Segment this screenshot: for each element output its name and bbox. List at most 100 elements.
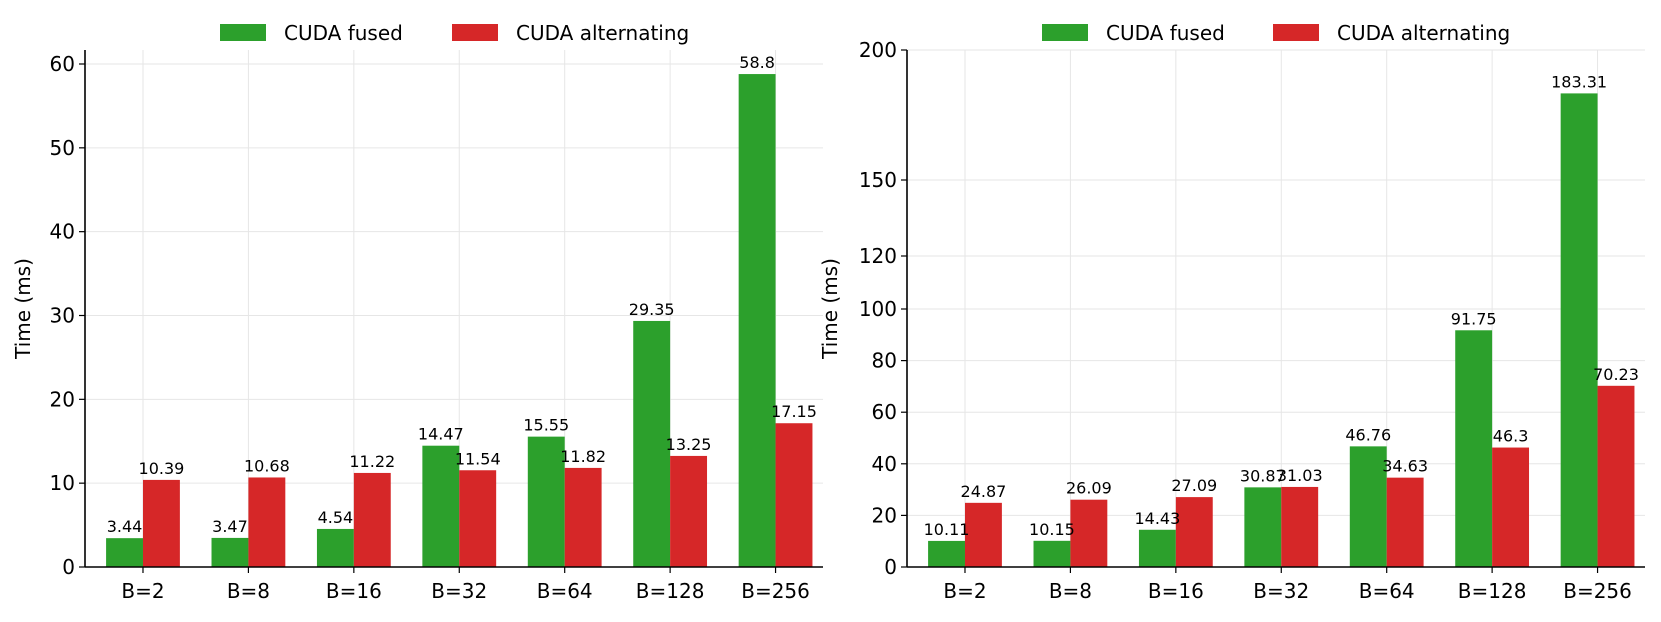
bar-alternating-B16 bbox=[353, 472, 391, 567]
x-tick-label: B=16 bbox=[1148, 579, 1204, 603]
bar-alternating-B64 bbox=[1386, 477, 1424, 567]
bar-label-fused-B64: 46.76 bbox=[1345, 425, 1391, 444]
y-tick-label: 80 bbox=[872, 349, 897, 373]
y-tick-label: 200 bbox=[859, 38, 897, 62]
bar-label-alternating-B8: 10.68 bbox=[244, 456, 290, 475]
y-tick-label: 20 bbox=[872, 503, 897, 527]
bar-fused-B256 bbox=[738, 74, 776, 567]
y-tick-label: 40 bbox=[50, 220, 75, 244]
bar-fused-B128 bbox=[633, 320, 671, 567]
bar-alternating-B2 bbox=[964, 502, 1002, 567]
chart-panel-1: 3.44 3.47 4.54 14.47 15.55 29.35 58.8 10.39 10.6… bbox=[11, 21, 823, 603]
y-tick-label: 40 bbox=[872, 452, 897, 476]
legend-swatch-fused bbox=[1042, 24, 1088, 41]
legend-label-alternating: CUDA alternating bbox=[1337, 21, 1510, 45]
bar-label-alternating-B16: 27.09 bbox=[1171, 476, 1217, 495]
legend: CUDA fused CUDA alternating bbox=[220, 21, 689, 45]
bar-alternating-B2 bbox=[142, 479, 180, 567]
x-tick-label: B=8 bbox=[1049, 579, 1092, 603]
bar-label-alternating-B256: 17.15 bbox=[771, 402, 817, 421]
y-tick-label: 150 bbox=[859, 168, 897, 192]
bar-label-fused-B2: 3.44 bbox=[107, 517, 143, 536]
bar-label-alternating-B8: 26.09 bbox=[1066, 479, 1112, 498]
x-tick-label: B=2 bbox=[121, 579, 164, 603]
y-tick-label: 120 bbox=[859, 244, 897, 268]
bar-fused-B64 bbox=[1349, 446, 1387, 567]
bar-fused-B32 bbox=[1244, 487, 1282, 567]
bar-alternating-B8 bbox=[1070, 499, 1108, 567]
bar-label-fused-B2: 10.11 bbox=[924, 520, 970, 539]
bar-label-alternating-B32: 11.54 bbox=[455, 449, 501, 468]
bar-alternating-B16 bbox=[1175, 497, 1213, 567]
legend-swatch-alternating bbox=[1273, 24, 1319, 41]
x-tick-label: B=256 bbox=[741, 579, 810, 603]
bar-alternating-B128 bbox=[670, 455, 708, 567]
bar-label-fused-B256: 183.31 bbox=[1551, 72, 1607, 91]
bar-label-fused-B8: 10.15 bbox=[1029, 520, 1075, 539]
bar-label-alternating-B64: 11.82 bbox=[560, 447, 606, 466]
bar-fused-B8 bbox=[211, 537, 249, 567]
bar-label-fused-B16: 4.54 bbox=[318, 508, 354, 527]
x-tick-label: B=128 bbox=[636, 579, 705, 603]
legend-label-fused: CUDA fused bbox=[284, 21, 403, 45]
x-tick-label: B=64 bbox=[537, 579, 593, 603]
legend-swatch-alternating bbox=[452, 24, 498, 41]
bar-label-fused-B32: 14.47 bbox=[418, 425, 464, 444]
x-tick-label: B=16 bbox=[326, 579, 382, 603]
y-tick-label: 20 bbox=[50, 387, 75, 411]
bar-fused-B256 bbox=[1560, 93, 1598, 568]
y-tick-label: 60 bbox=[50, 52, 75, 76]
bar-fused-B2 bbox=[928, 540, 965, 567]
x-tick-label: B=32 bbox=[1253, 579, 1309, 603]
bar-label-alternating-B256: 70.23 bbox=[1593, 365, 1639, 384]
bar-label-fused-B128: 91.75 bbox=[1451, 309, 1497, 328]
bar-label-fused-B16: 14.43 bbox=[1134, 509, 1180, 528]
bar-label-fused-B64: 15.55 bbox=[523, 416, 569, 435]
bar-fused-B16 bbox=[316, 528, 354, 567]
legend-label-fused: CUDA fused bbox=[1106, 21, 1225, 45]
bar-label-alternating-B128: 46.3 bbox=[1493, 427, 1529, 446]
x-tick-label: B=256 bbox=[1563, 579, 1632, 603]
bar-label-fused-B256: 58.8 bbox=[739, 53, 775, 72]
bar-label-fused-B128: 29.35 bbox=[629, 300, 675, 319]
bar-alternating-B64 bbox=[564, 467, 602, 567]
x-tick-label: B=2 bbox=[943, 579, 986, 603]
bar-alternating-B32 bbox=[1281, 486, 1319, 567]
bar-fused-B64 bbox=[527, 436, 565, 567]
bar-fused-B16 bbox=[1138, 529, 1176, 567]
y-tick-label: 10 bbox=[50, 471, 75, 495]
bar-alternating-B256 bbox=[1597, 385, 1635, 567]
x-tick-label: B=128 bbox=[1458, 579, 1527, 603]
bar-label-alternating-B64: 34.63 bbox=[1382, 457, 1428, 476]
bar-label-fused-B8: 3.47 bbox=[212, 517, 248, 536]
legend-swatch-fused bbox=[220, 24, 266, 41]
bar-label-alternating-B32: 31.03 bbox=[1277, 466, 1323, 485]
bar-fused-B32 bbox=[422, 445, 460, 567]
y-tick-label: 50 bbox=[50, 136, 75, 160]
legend: CUDA fused CUDA alternating bbox=[1042, 21, 1510, 45]
bar-label-alternating-B128: 13.25 bbox=[666, 435, 712, 454]
bar-label-alternating-B2: 24.87 bbox=[961, 482, 1007, 501]
bar-fused-B8 bbox=[1033, 540, 1071, 567]
x-tick-label: B=64 bbox=[1359, 579, 1415, 603]
bar-alternating-B32 bbox=[459, 470, 497, 567]
y-tick-label: 0 bbox=[62, 555, 75, 579]
bar-fused-B128 bbox=[1455, 330, 1493, 567]
bar-alternating-B256 bbox=[775, 423, 813, 567]
y-tick-label: 0 bbox=[884, 555, 897, 579]
x-tick-label: B=8 bbox=[227, 579, 270, 603]
y-tick-label: 60 bbox=[872, 400, 897, 424]
bar-label-alternating-B16: 11.22 bbox=[349, 452, 395, 471]
y-tick-label: 30 bbox=[50, 304, 75, 328]
legend-label-alternating: CUDA alternating bbox=[516, 21, 689, 45]
bar-alternating-B128 bbox=[1492, 447, 1530, 567]
chart-panel-2: 10.11 10.15 14.43 30.87 46.76 91.75 183.31 24.8… bbox=[818, 21, 1645, 603]
y-tick-label: 100 bbox=[859, 297, 897, 321]
y-axis-label: Time (ms) bbox=[818, 258, 842, 360]
y-axis-label: Time (ms) bbox=[11, 258, 35, 360]
bar-fused-B2 bbox=[106, 538, 143, 567]
bar-alternating-B8 bbox=[248, 477, 286, 567]
x-tick-label: B=32 bbox=[431, 579, 487, 603]
